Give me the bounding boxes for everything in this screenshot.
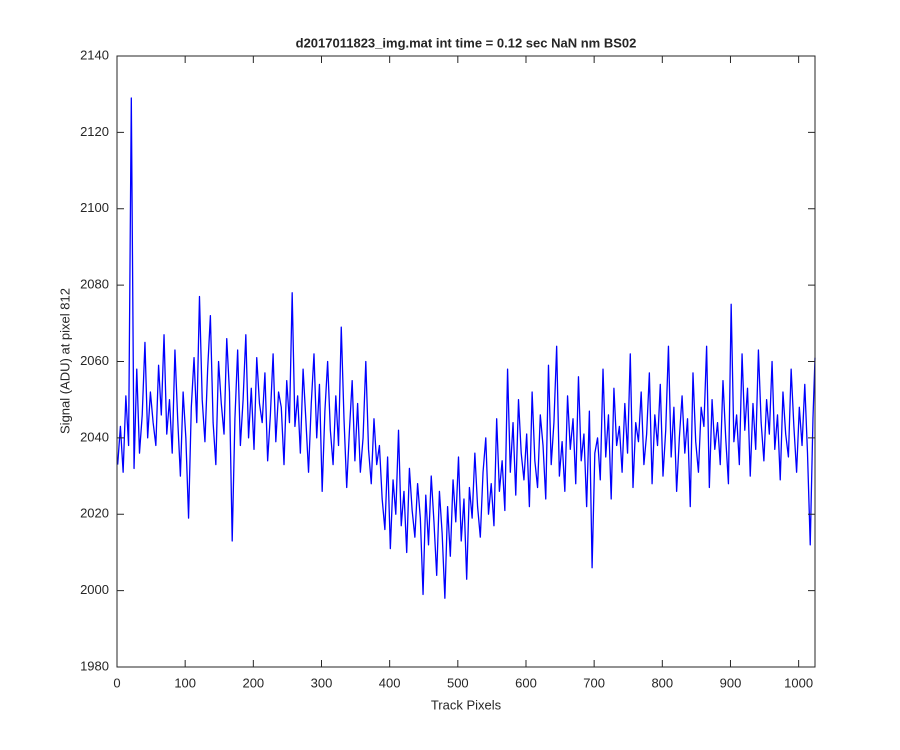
x-tick-label: 200 <box>242 675 264 690</box>
x-tick-label: 500 <box>447 675 469 690</box>
y-tick-label: 2080 <box>80 277 109 292</box>
chart-title: d2017011823_img.mat int time = 0.12 sec … <box>296 35 637 50</box>
data-line <box>117 97 816 599</box>
x-tick-label: 100 <box>174 675 196 690</box>
x-tick-label: 900 <box>720 675 742 690</box>
y-tick-label: 2100 <box>80 200 109 215</box>
y-axis-label: Signal (ADU) at pixel 812 <box>57 288 72 434</box>
y-tick-label: 2140 <box>80 47 109 62</box>
y-tick-label: 2020 <box>80 506 109 521</box>
y-tick-label: 1980 <box>80 658 109 673</box>
x-tick-label: 700 <box>583 675 605 690</box>
x-tick-label: 0 <box>113 675 120 690</box>
x-axis-label: Track Pixels <box>431 697 502 712</box>
x-tick-label: 800 <box>651 675 673 690</box>
x-tick-label: 300 <box>311 675 333 690</box>
x-tick-label: 400 <box>379 675 401 690</box>
x-tick-label: 1000 <box>784 675 813 690</box>
x-tick-label: 600 <box>515 675 537 690</box>
y-tick-label: 2000 <box>80 582 109 597</box>
y-tick-label: 2120 <box>80 124 109 139</box>
y-tick-label: 2040 <box>80 429 109 444</box>
y-tick-label: 2060 <box>80 353 109 368</box>
